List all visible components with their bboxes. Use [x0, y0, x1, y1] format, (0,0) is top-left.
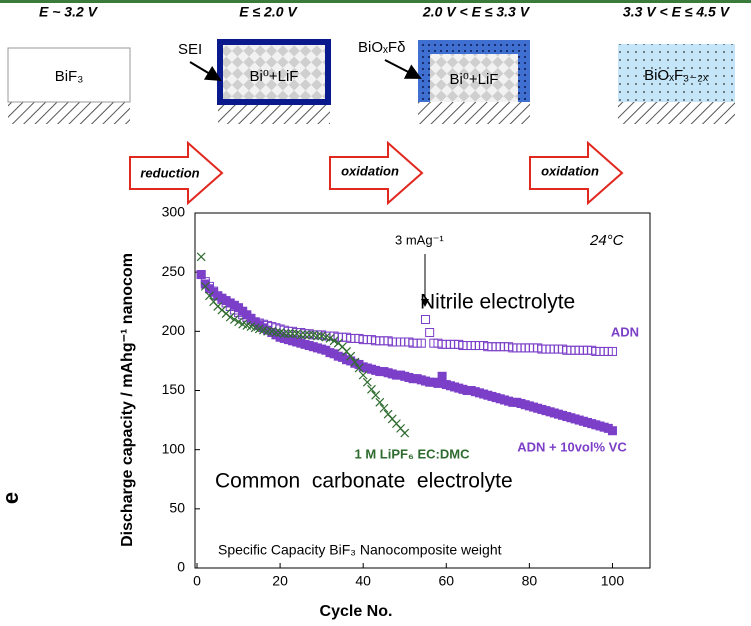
x-tick-label: 80 [522, 573, 538, 589]
stage-potential: E ≤ 2.0 V [239, 4, 298, 20]
annotation: Specific Capacity BiF₃ Nanocomposite wei… [218, 542, 502, 558]
x-tick-label: 0 [193, 573, 201, 589]
y-tick-label: 100 [162, 440, 186, 456]
stage-label: Bi⁰+LiF [450, 71, 499, 88]
y-tick-label: 50 [169, 500, 185, 516]
legend-label: ADN + 10vol% VC [517, 439, 627, 454]
x-tick-label: 100 [601, 573, 625, 589]
y-tick-label: 250 [162, 263, 186, 279]
point [197, 253, 205, 261]
point [363, 378, 371, 386]
point [422, 316, 430, 324]
stage-label: BiF₃ [55, 68, 84, 85]
point [426, 329, 434, 337]
stage-potential: 3.3 V < E ≤ 4.5 V [623, 4, 731, 20]
substrate [618, 102, 735, 124]
x-axis-label: Cycle No. [320, 603, 393, 620]
y-tick-label: 150 [162, 381, 186, 397]
figure: E ~ 3.2 V E ≤ 2.0 V 2.0 V < E ≤ 3.3 V 3.… [0, 0, 751, 626]
stage-potential: E ~ 3.2 V [39, 4, 99, 20]
substrate [8, 102, 130, 124]
annotation: 24°C [589, 232, 624, 249]
substrate [418, 102, 530, 124]
process-label: oxidation [541, 163, 599, 178]
y-tick-label: 300 [162, 204, 186, 220]
point [367, 385, 375, 393]
y-axis-label: Discharge capacity / mAhg⁻¹ nanocom [119, 253, 136, 547]
point [608, 427, 616, 435]
point [401, 429, 409, 437]
point [376, 398, 384, 406]
point [380, 404, 388, 412]
sei-label: SEI [178, 41, 202, 58]
annotation: Common carbonate electrolyte [215, 470, 513, 493]
layer-label: BiOₓFδ [358, 39, 405, 56]
schematic: E ~ 3.2 V E ≤ 2.0 V 2.0 V < E ≤ 3.3 V 3.… [8, 4, 735, 203]
x-tick-label: 40 [355, 573, 371, 589]
stage-label: Bi⁰+LiF [250, 68, 299, 85]
y-tick-label: 200 [162, 322, 186, 338]
stage-potential: 2.0 V < E ≤ 3.3 V [422, 4, 531, 20]
process-label: oxidation [341, 163, 399, 178]
legend-label: 1 M LiPF₆ EC:DMC [355, 446, 471, 461]
x-tick-label: 60 [438, 573, 454, 589]
stage-label: BiOₓF₃₋₂ₓ [644, 67, 708, 84]
process-label: reduction [140, 165, 199, 180]
point [438, 372, 446, 380]
annotation: Nitrile electrolyte [420, 291, 575, 314]
point [372, 391, 380, 399]
point [197, 271, 205, 279]
plot-frame [195, 213, 650, 568]
plot: 0 20 40 60 80 100 0 50 100 150 200 250 300 Cycle No. D… [119, 204, 650, 621]
annotation: 3 mAg⁻¹ [395, 232, 444, 247]
legend-label: ADN [611, 324, 639, 339]
y-tick-label: 0 [177, 559, 185, 575]
arrow [385, 60, 420, 78]
top-rule [0, 0, 751, 3]
edge-text: e [0, 492, 23, 504]
arrow [190, 62, 220, 80]
substrate [218, 102, 330, 124]
x-tick-label: 20 [272, 573, 288, 589]
